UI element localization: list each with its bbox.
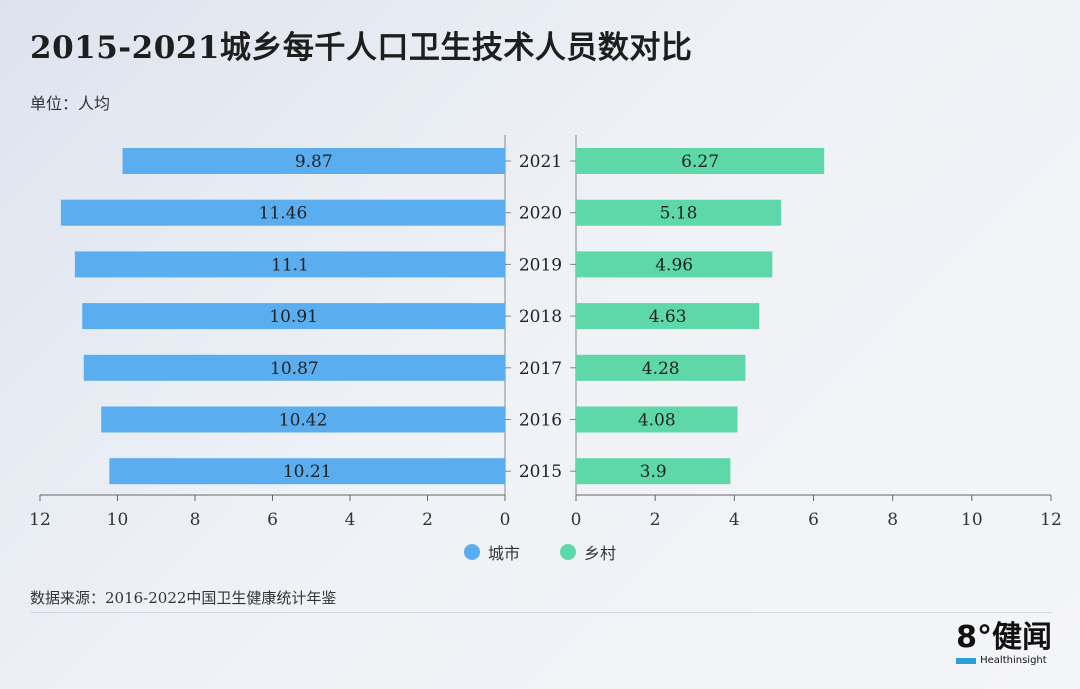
footer-divider [30, 612, 1052, 613]
data-label-urban-2019: 11.1 [271, 255, 309, 275]
data-label-rural-2018: 4.63 [649, 307, 687, 327]
year-label-2020: 2020 [519, 204, 562, 224]
data-label-rural-2015: 3.9 [640, 462, 667, 482]
left-tick-label-4: 4 [345, 510, 356, 530]
bar-rural-2016 [576, 406, 738, 433]
left-tick-label-0: 0 [500, 510, 511, 530]
brand-logo: 8°健闻 Healthinsight [956, 622, 1052, 666]
right-tick-label-4: 4 [729, 510, 740, 530]
logo-subtitle: Healthinsight [956, 655, 1052, 666]
legend-label-rural: 乡村 [584, 544, 617, 563]
data-label-rural-2016: 4.08 [638, 411, 676, 431]
legend-item-urban[interactable]: 城市 [463, 540, 520, 564]
bar-rural-2018 [576, 303, 760, 330]
data-source: 数据来源：2016-2022中国卫生健康统计年鉴 [30, 589, 337, 607]
bar-urban-2015 [109, 458, 506, 485]
bar-urban-2018 [82, 303, 506, 330]
left-tick-label-8: 8 [190, 510, 201, 530]
year-label-2017: 2017 [519, 359, 562, 379]
right-tick-label-8: 8 [887, 510, 898, 530]
legend: 城市 乡村 [0, 540, 1080, 564]
data-label-urban-2020: 11.46 [259, 204, 308, 224]
logo-text: 8°健闻 [956, 620, 1052, 655]
bar-urban-2020 [60, 199, 506, 226]
year-label-2015: 2015 [519, 462, 562, 482]
data-label-urban-2018: 10.91 [269, 307, 318, 327]
year-label-2021: 2021 [519, 152, 562, 172]
logo-subtitle-text: Healthinsight [980, 655, 1047, 666]
right-tick-label-10: 10 [961, 510, 983, 530]
year-label-2019: 2019 [519, 255, 562, 275]
data-label-urban-2016: 10.42 [279, 411, 328, 431]
year-label-2016: 2016 [519, 411, 562, 431]
logo-tag-icon [956, 657, 977, 664]
bar-rural-2020 [576, 199, 782, 226]
data-label-rural-2020: 5.18 [660, 204, 698, 224]
data-label-rural-2021: 6.27 [681, 152, 719, 172]
left-tick-label-10: 10 [107, 510, 129, 530]
bar-urban-2019 [74, 251, 505, 278]
legend-item-rural[interactable]: 乡村 [560, 540, 616, 564]
data-label-rural-2017: 4.28 [642, 359, 680, 379]
left-tick-label-2: 2 [422, 510, 433, 530]
bar-urban-2021 [122, 148, 505, 174]
left-tick-label-12: 12 [29, 510, 51, 530]
right-tick-label-2: 2 [650, 510, 661, 530]
bar-rural-2015 [576, 458, 731, 485]
bar-urban-2016 [101, 406, 505, 433]
legend-label-urban: 城市 [487, 544, 520, 563]
year-label-2018: 2018 [519, 307, 562, 327]
right-tick-label-0: 0 [571, 510, 582, 530]
data-label-rural-2019: 4.96 [655, 255, 693, 275]
right-tick-label-6: 6 [808, 510, 819, 530]
bar-rural-2017 [576, 354, 746, 381]
unit-label: 单位：人均 [30, 94, 111, 113]
legend-swatch-urban [463, 544, 480, 560]
data-label-urban-2015: 10.21 [283, 462, 332, 482]
legend-swatch-rural [560, 544, 576, 560]
left-tick-label-6: 6 [267, 510, 278, 530]
bar-urban-2017 [83, 354, 505, 381]
chart-title: 2015-2021城乡每千人口卫生技术人员数对比 [30, 30, 693, 66]
right-tick-label-12: 12 [1040, 510, 1062, 530]
bar-rural-2021 [576, 148, 825, 174]
data-label-urban-2021: 9.87 [295, 152, 333, 172]
data-label-urban-2017: 10.87 [270, 359, 319, 379]
bar-rural-2019 [576, 251, 773, 278]
